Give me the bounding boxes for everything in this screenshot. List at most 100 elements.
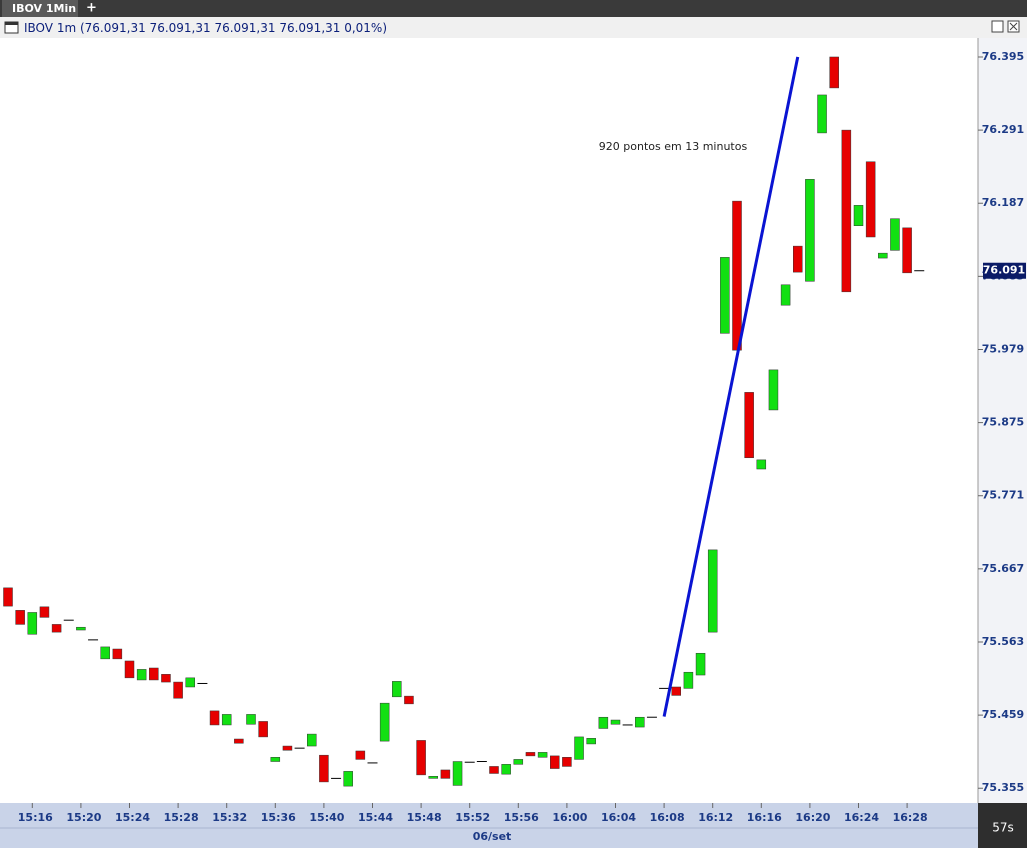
x-tick-label: 15:36 <box>261 811 296 824</box>
candle-down <box>550 755 560 769</box>
tab-label[interactable]: IBOV 1Min <box>12 2 76 15</box>
candle-up <box>878 252 888 259</box>
candle-down <box>173 681 183 699</box>
candle-up <box>683 671 694 689</box>
candle-down <box>829 56 839 89</box>
candle-up <box>221 714 232 726</box>
y-tick-label: 75.875 <box>982 416 1024 429</box>
y-tick-label: 75.667 <box>982 562 1024 575</box>
candle-up <box>805 179 815 282</box>
candle-up <box>817 94 827 134</box>
candle-down <box>404 695 414 705</box>
maximize-button[interactable] <box>991 20 1004 33</box>
candle-down <box>319 754 329 783</box>
date-label: 06/set <box>473 830 512 843</box>
candle-up <box>452 761 463 786</box>
candle-up <box>428 776 438 779</box>
x-axis-area <box>0 803 978 848</box>
candle-up <box>707 549 718 633</box>
x-tick-label: 15:52 <box>455 811 490 824</box>
candle-down <box>793 245 803 273</box>
candle-down <box>671 686 681 696</box>
candle-down <box>841 129 852 293</box>
candle-up <box>890 218 900 251</box>
timer-box <box>978 803 1027 848</box>
y-axis-area <box>978 38 1027 803</box>
x-tick-label: 16:16 <box>747 811 782 824</box>
x-tick-label: 15:44 <box>358 811 393 824</box>
candle-down <box>124 660 135 679</box>
x-tick-label: 15:40 <box>309 811 344 824</box>
candle-up <box>537 752 548 758</box>
x-tick-label: 16:04 <box>601 811 636 824</box>
timer: 57s <box>992 821 1014 835</box>
candle-down <box>489 766 499 774</box>
candle-up <box>768 369 779 411</box>
x-tick-label: 15:48 <box>407 811 442 824</box>
candle-up <box>695 652 706 676</box>
candle-down <box>209 710 220 726</box>
candle-up <box>343 771 353 787</box>
y-tick-label: 76.395 <box>982 50 1024 63</box>
candle-up <box>270 757 281 762</box>
add-tab[interactable]: + <box>86 1 97 16</box>
last-price-label: 76.091 <box>983 264 1025 277</box>
tab-bar <box>0 0 1027 17</box>
x-tick-label: 16:24 <box>844 811 879 824</box>
candle-down <box>416 740 426 776</box>
x-tick-label: 16:28 <box>893 811 928 824</box>
candle-up <box>100 646 110 660</box>
y-tick-label: 75.355 <box>982 781 1024 794</box>
y-tick-label: 75.979 <box>982 342 1024 355</box>
x-tick-label: 15:20 <box>66 811 101 824</box>
x-tick-label: 16:20 <box>795 811 830 824</box>
candle-down <box>234 738 244 744</box>
subtitle: (76.091,31 76.091,31 76.091,31 76.091,31… <box>80 21 387 35</box>
x-tick-label: 16:12 <box>698 811 733 824</box>
x-tick-label: 15:32 <box>212 811 247 824</box>
y-tick-label: 76.291 <box>982 123 1024 136</box>
candle-up <box>720 257 730 334</box>
x-tick-label: 15:24 <box>115 811 150 824</box>
candle-up <box>501 764 511 775</box>
window-icon-top <box>5 22 18 25</box>
candle-down <box>149 667 159 681</box>
candle-up <box>246 714 256 725</box>
candle-up <box>76 626 86 631</box>
candle-up <box>853 205 864 226</box>
candle-down <box>51 624 62 633</box>
candle-up <box>756 459 767 470</box>
candle-up <box>610 719 621 725</box>
candle-up <box>392 681 402 698</box>
close-icon <box>1009 22 1018 31</box>
candle-down <box>355 750 366 760</box>
candle-up <box>598 716 609 729</box>
x-tick-label: 16:00 <box>552 811 587 824</box>
y-tick-label: 76.187 <box>982 196 1024 209</box>
candle-up <box>574 736 584 760</box>
title-bar <box>0 17 1027 38</box>
candle-up <box>27 612 38 635</box>
candle-up <box>307 733 317 747</box>
annotation: 920 pontos em 13 minutos <box>599 140 748 153</box>
x-tick-label: 15:28 <box>164 811 199 824</box>
y-tick-label: 75.771 <box>982 489 1024 502</box>
candle-up <box>185 677 195 688</box>
candle-down <box>161 674 171 683</box>
candle-down <box>15 610 25 625</box>
candle-down <box>258 721 268 738</box>
title: IBOV 1m <box>24 21 76 35</box>
candle-down <box>3 587 13 607</box>
tab[interactable] <box>2 0 78 17</box>
y-tick-label: 75.563 <box>982 635 1024 648</box>
candle-up <box>513 759 524 765</box>
candle-down <box>112 648 123 660</box>
candle-down <box>440 769 451 779</box>
x-tick-label: 15:56 <box>504 811 539 824</box>
chart-title: IBOV 1m (76.091,31 76.091,31 76.091,31 7… <box>24 21 387 35</box>
x-tick-label: 15:16 <box>18 811 53 824</box>
candle-up <box>635 716 645 728</box>
candle-down <box>39 606 50 618</box>
